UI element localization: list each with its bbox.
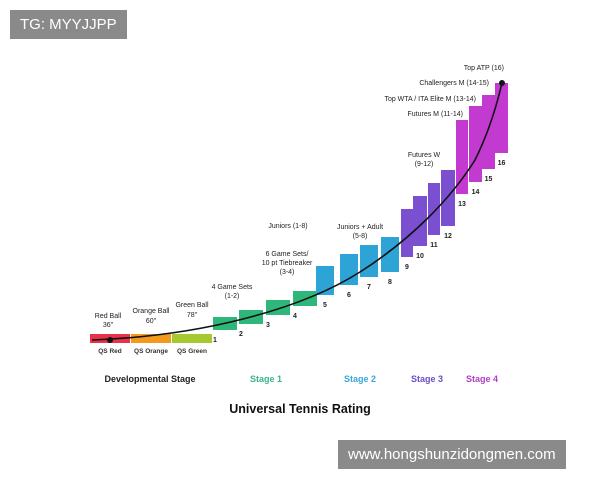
level-box-14 [469,106,482,182]
level-box-4 [293,291,317,306]
level-number-1: 1 [213,337,217,344]
level-box-11 [428,183,440,235]
level-number-9: 9 [405,264,409,271]
level-box-9 [401,209,413,257]
level-number-2: 2 [239,331,243,338]
annotation-4-line-1: Juniors + Adult [337,224,383,231]
qs-base-label-1: QS Red [98,348,122,355]
qs-bar-2 [131,334,171,343]
qs-ball-label-1-2: 36" [103,322,114,329]
level-number-12: 12 [444,233,452,240]
qs-ball-label-3-2: 78" [187,312,198,319]
level-number-4: 4 [293,313,297,320]
watermark-top: TG: MYYJJPP [10,10,127,39]
annotation-2-line-1: 6 Game Sets/ [266,251,309,258]
qs-ball-label-2-1: Orange Ball [133,308,170,315]
qs-ball-label-1-1: Red Ball [95,313,122,320]
stage-label-5: Stage 4 [466,374,498,384]
stage-label-3: Stage 2 [344,374,376,384]
level-number-6: 6 [347,292,351,299]
annotation-8-line-1: Challengers M (14-15) [419,80,489,87]
level-number-7: 7 [367,284,371,291]
level-box-3 [266,300,290,315]
level-number-5: 5 [323,302,327,309]
progression-curve [91,82,503,341]
level-number-14: 14 [472,189,480,196]
qs-base-label-2: QS Orange [134,348,168,355]
level-number-15: 15 [485,176,493,183]
annotation-2-line-2: 10 pt Tiebreaker [262,260,313,267]
level-box-15 [482,95,495,169]
qs-ball-label-3-1: Green Ball [175,302,209,309]
level-box-12 [441,170,455,226]
stage-label-4: Stage 3 [411,374,443,384]
stage-label-1: Developmental Stage [104,374,195,384]
annotation-1-line-2: (1-2) [225,293,240,300]
annotation-5-line-1: Futures W [408,152,441,159]
annotation-1-line-1: 4 Game Sets [212,284,253,291]
qs-bar-3 [172,334,212,343]
level-box-6 [340,254,358,285]
level-number-10: 10 [416,253,424,260]
qs-ball-label-2-2: 60" [146,318,157,325]
annotation-3-line-1: Juniors (1-8) [268,223,307,230]
annotation-9-line-1: Top ATP (16) [464,65,504,72]
annotation-2-line-3: (3-4) [280,269,295,276]
level-number-13: 13 [458,201,466,208]
curve-start-dot [107,337,113,343]
annotation-4-line-2: (5-8) [353,233,368,240]
curve-end-dot [499,80,505,86]
level-box-13 [456,120,468,194]
stage-label-2: Stage 1 [250,374,282,384]
level-number-3: 3 [266,322,270,329]
level-box-8 [381,237,399,272]
level-box-5 [316,266,334,295]
annotation-5-line-2: (9-12) [415,161,434,168]
level-number-16: 16 [498,160,506,167]
watermark-bottom: www.hongshunzidongmen.com [338,440,566,469]
qs-base-label-3: QS Green [177,348,207,355]
annotation-7-line-1: Top WTA / ITA Elite M (13-14) [384,96,476,103]
annotation-6-line-1: Futures M (11-14) [408,111,464,118]
level-number-8: 8 [388,279,392,286]
level-box-10 [413,196,427,246]
level-box-16 [495,83,508,153]
level-number-11: 11 [430,242,438,249]
diagram-title: Universal Tennis Rating [229,402,370,416]
